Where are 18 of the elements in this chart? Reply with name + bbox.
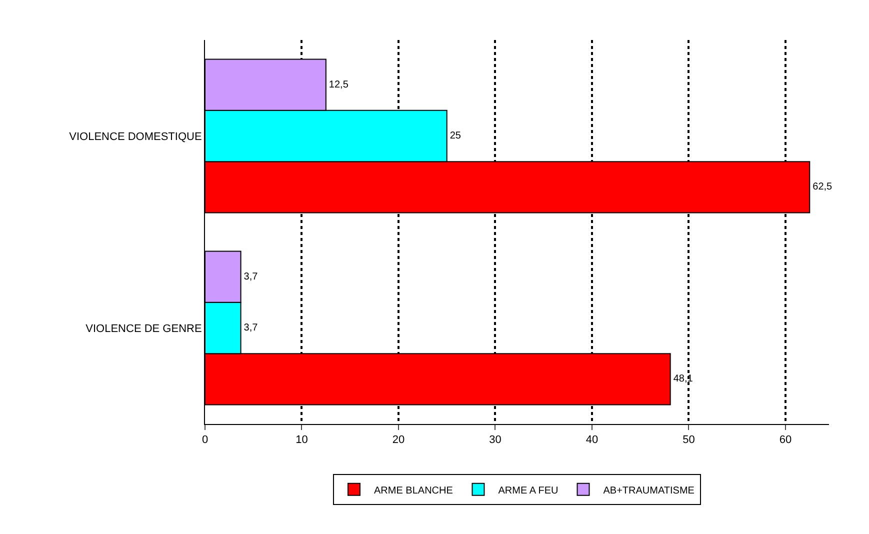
x-tick-label: 50 <box>682 434 695 446</box>
data-label: 3,7 <box>244 271 258 282</box>
x-tick-label: 0 <box>202 434 208 446</box>
x-tick-label: 60 <box>779 434 792 446</box>
data-label: 48,1 <box>673 374 694 385</box>
x-tick-label: 10 <box>296 434 308 446</box>
legend-label: AB+TRAUMATISME <box>603 485 695 496</box>
data-label: 3,7 <box>244 322 258 334</box>
legend-label: ARME A FEU <box>498 485 558 496</box>
data-label: 25 <box>450 130 462 142</box>
data-label: 62,5 <box>812 182 833 193</box>
x-tick-label: 40 <box>586 434 598 446</box>
x-tick-label: 20 <box>392 434 405 446</box>
legend-label: ARME BLANCHE <box>374 485 454 496</box>
y-tick-label: VIOLENCE DE GENRE <box>86 322 202 335</box>
x-tick-label: 30 <box>489 434 502 446</box>
y-tick-label: VIOLENCE DOMESTIQUE <box>69 130 202 143</box>
data-label: 12,5 <box>328 79 349 90</box>
